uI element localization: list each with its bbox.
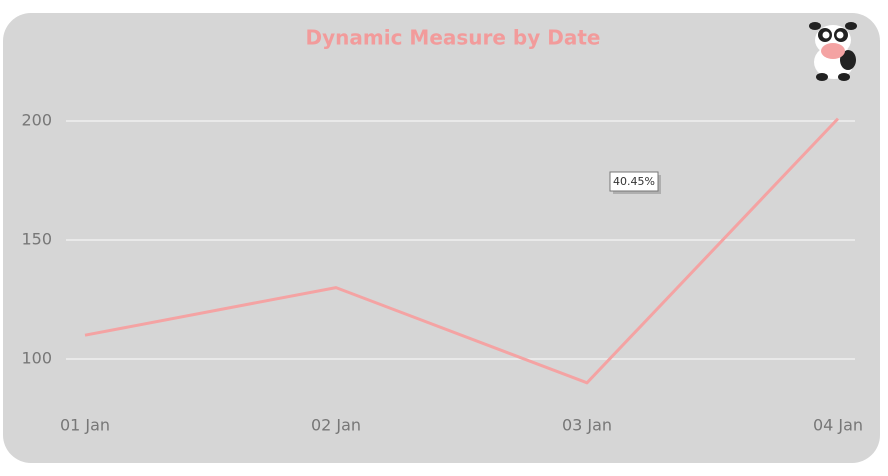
y-tick-label: 100	[21, 349, 52, 368]
x-tick-label: 03 Jan	[562, 416, 612, 435]
cow-logo	[809, 22, 857, 81]
x-tick-label: 04 Jan	[813, 416, 863, 435]
chart-background	[3, 13, 880, 463]
x-tick-label: 01 Jan	[60, 416, 110, 435]
data-line	[84, 117, 840, 385]
y-tick-label: 200	[21, 111, 52, 130]
y-tick-label: 150	[21, 230, 52, 249]
chart-title: Dynamic Measure by Date	[306, 26, 601, 50]
x-tick-label: 02 Jan	[311, 416, 361, 435]
annotation: 40.45%	[613, 175, 655, 188]
annotation-box: 40.45%	[609, 171, 661, 194]
